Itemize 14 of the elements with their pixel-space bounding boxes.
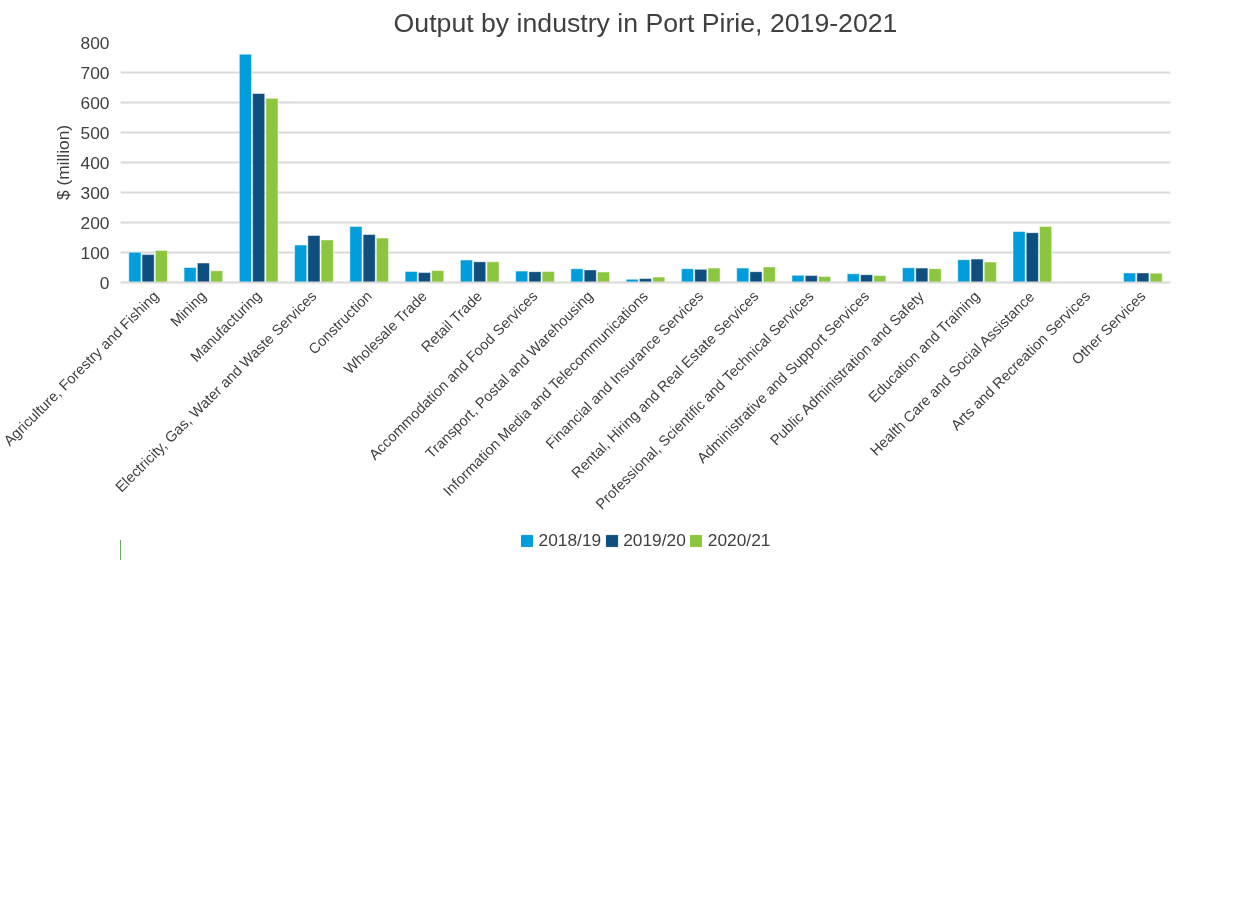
- y-axis-title: $ (million): [52, 124, 73, 201]
- y-tick-label: 0: [99, 272, 110, 293]
- y-tick-label: 300: [80, 182, 110, 203]
- y-tick-label: 500: [80, 122, 110, 143]
- y-tick-label: 800: [80, 32, 110, 53]
- y-tick-label: 400: [80, 152, 110, 173]
- y-tick-label: 600: [80, 92, 110, 113]
- legend-label: 2019/20: [623, 529, 686, 551]
- chart-title: Output by industry in Port Pirie, 2019-2021: [393, 7, 898, 38]
- legend-label: 2018/19: [538, 529, 602, 551]
- y-tick-label: 100: [80, 242, 110, 263]
- y-tick-label: 200: [80, 212, 110, 233]
- legend-label: 2020/21: [707, 529, 771, 551]
- y-tick-label: 700: [80, 62, 110, 83]
